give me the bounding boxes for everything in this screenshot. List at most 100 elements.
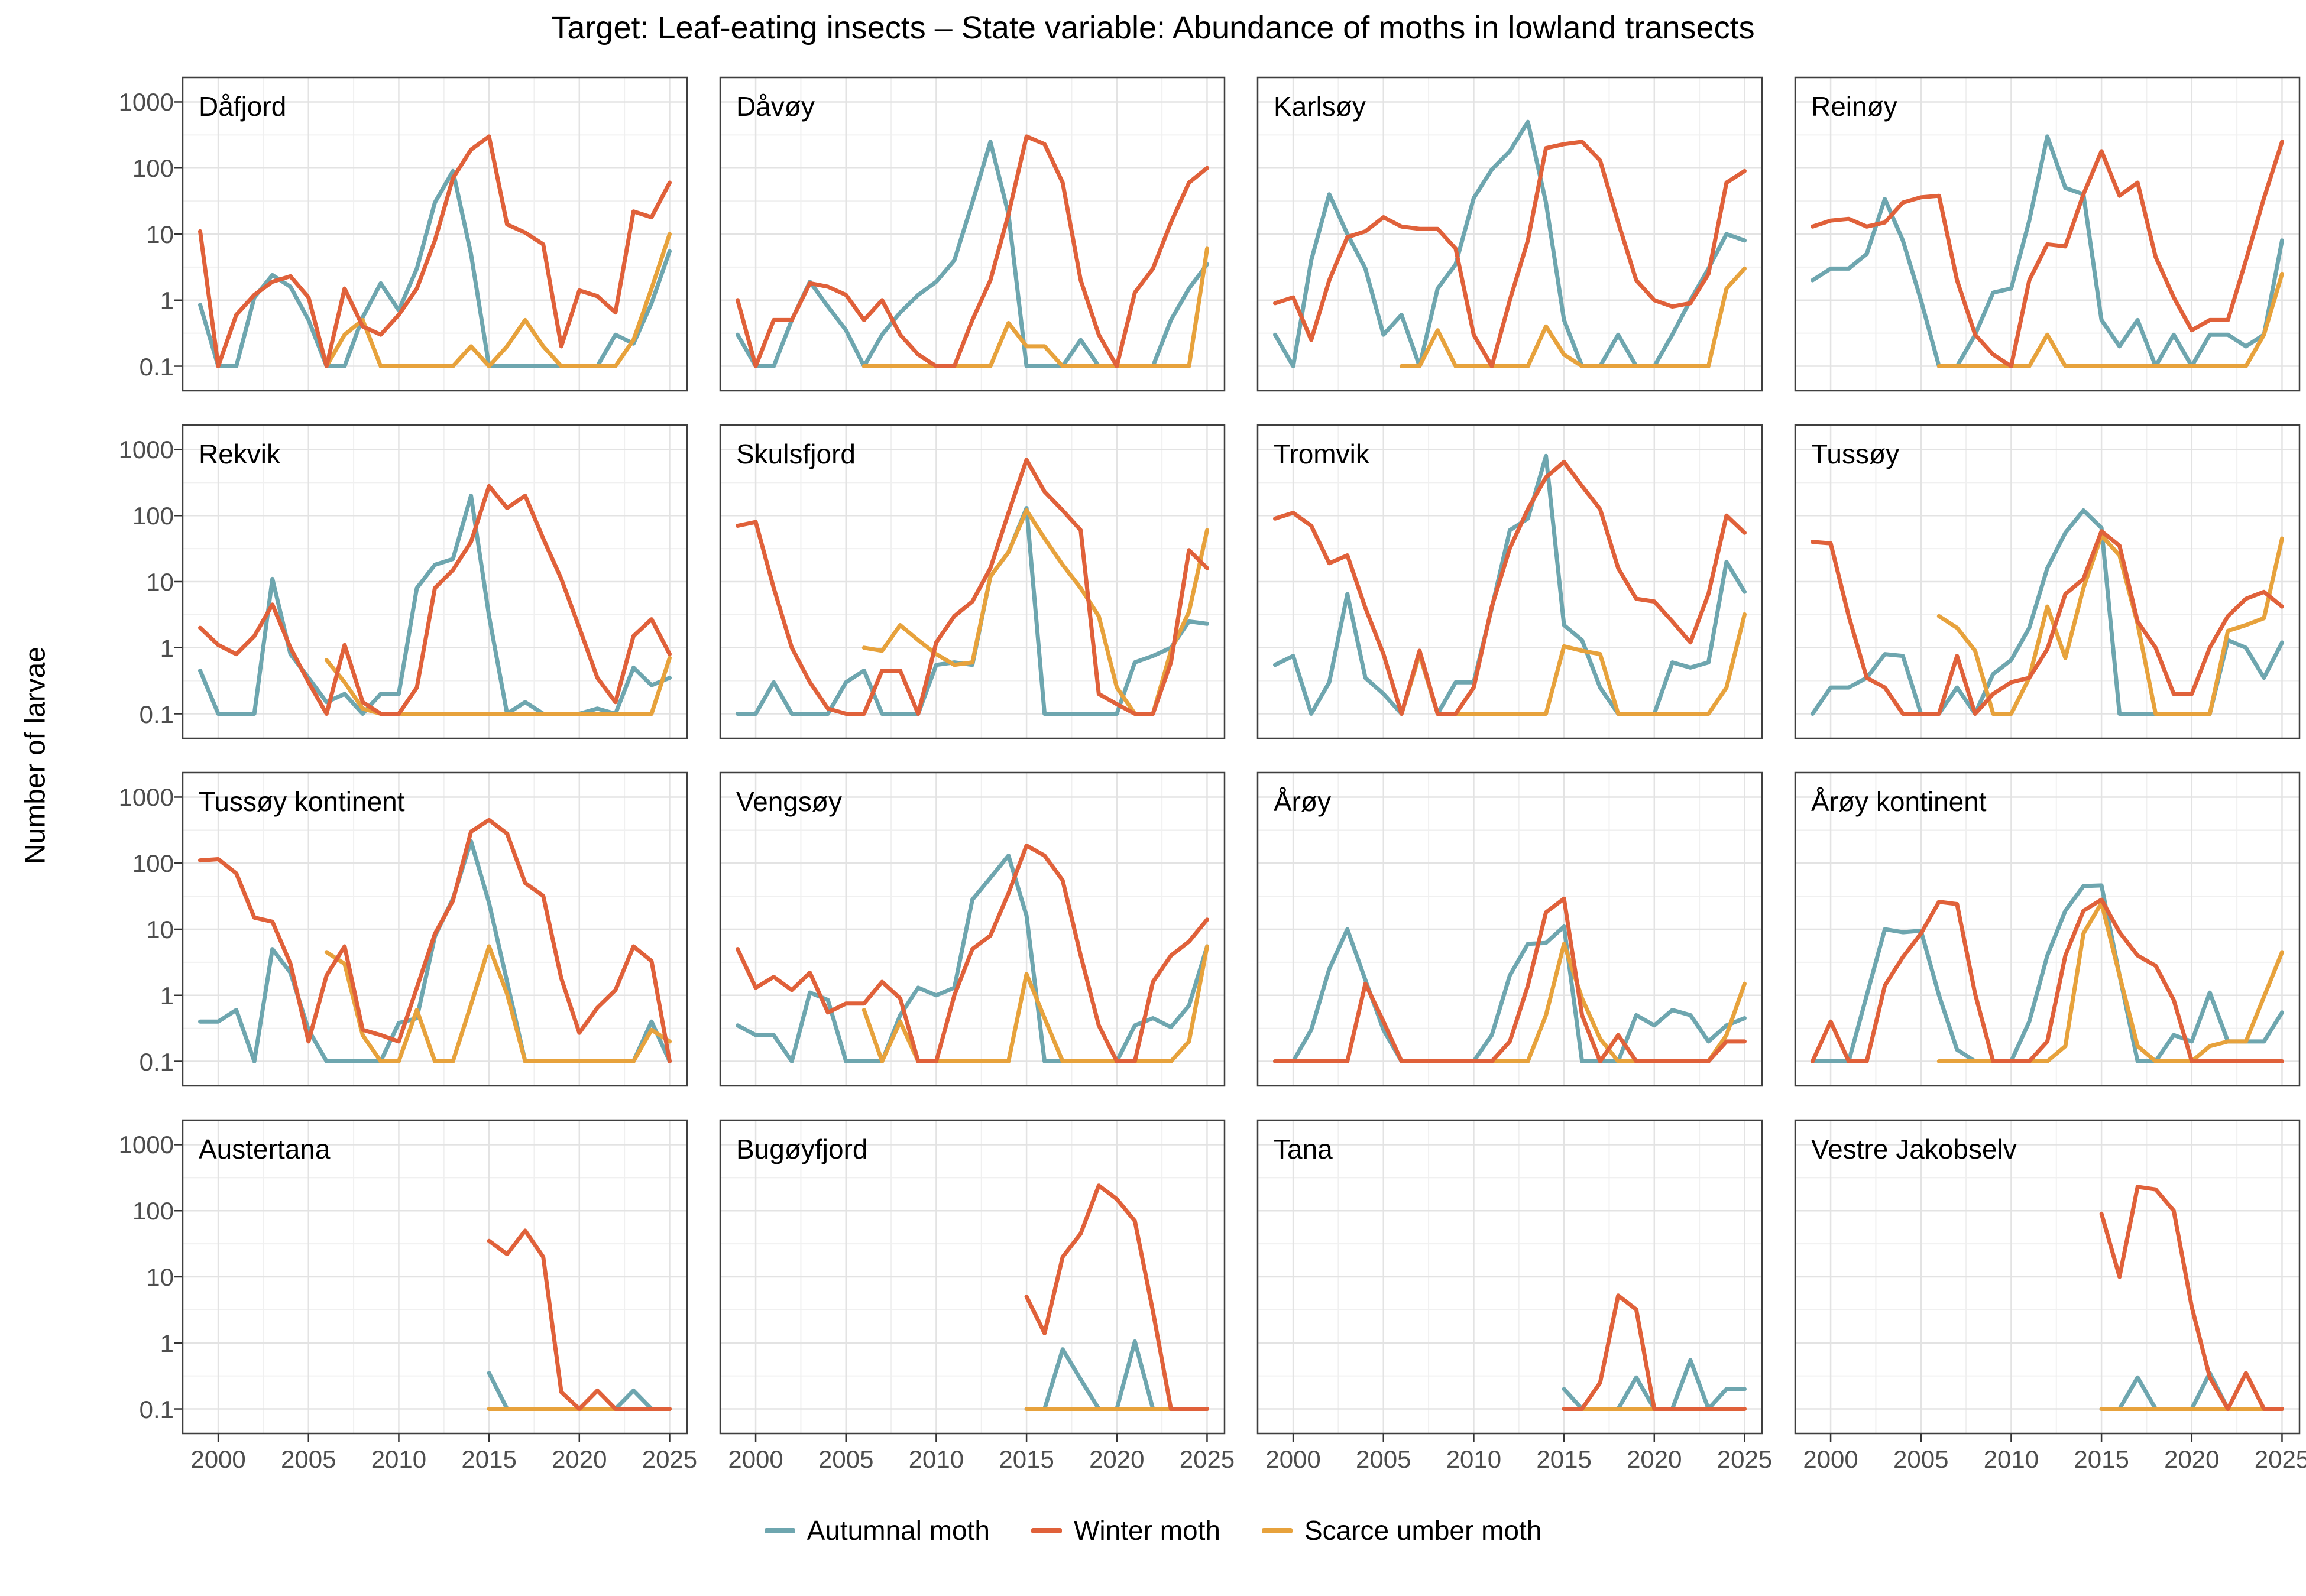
y-axis-tick-label: 100: [132, 849, 174, 878]
x-axis-tick-label: 2000: [728, 1445, 783, 1473]
facet-title: Rekvik: [199, 439, 281, 469]
series-line-autumnal-moth: [198, 168, 672, 368]
series-line-autumnal-moth: [1811, 883, 2284, 1063]
y-axis-tick-label: 10: [146, 220, 174, 248]
series-line-autumnal-moth: [198, 494, 672, 716]
facet-title: Bugøyfjord: [736, 1134, 867, 1164]
series-line-winter-moth: [2099, 1185, 2284, 1411]
facet-title: Tromvik: [1274, 439, 1370, 469]
series-line-autumnal-moth: [736, 854, 1209, 1063]
series-line-scarce-umber-moth: [324, 944, 672, 1063]
series-line-autumnal-moth: [1273, 119, 1747, 368]
series-line-winter-moth: [198, 484, 672, 716]
panel-plot-area: Rekvik: [174, 424, 688, 739]
facet-panel-1: Dåfjord: [174, 76, 688, 392]
x-axis-tick-label: 2010: [1446, 1445, 1502, 1473]
x-axis-tick-label: 2020: [552, 1445, 607, 1473]
y-axis-tick-label: 1: [160, 286, 174, 314]
series-line-winter-moth: [736, 458, 1209, 716]
y-axis-tick-label: 1000: [118, 1131, 174, 1159]
facet-title: Dåvøy: [736, 91, 815, 122]
series-line-scarce-umber-moth: [861, 246, 1209, 368]
series-line-winter-moth: [487, 1228, 672, 1411]
x-axis-tick-label: 2010: [371, 1445, 427, 1473]
panel-plot-area: Dåfjord: [174, 76, 688, 392]
panel-plot-area: Tromvik: [1256, 424, 1763, 739]
facet-panel-6: Skulsfjord: [719, 424, 1226, 739]
series-line-autumnal-moth: [736, 506, 1209, 716]
x-axis-tick-label: 2020: [2164, 1445, 2220, 1473]
facet-panel-9: Tussøy kontinent: [174, 771, 688, 1087]
facet-title: Karlsøy: [1274, 91, 1366, 122]
series-line-scarce-umber-moth: [1936, 271, 2284, 368]
panel-plot-area: Reinøy: [1794, 76, 2301, 392]
panel-plot-area: Skulsfjord: [719, 424, 1226, 739]
x-axis-tick-label: 2015: [2074, 1445, 2129, 1473]
x-axis-tick-label: 2015: [461, 1445, 517, 1473]
legend-item-winter-moth: Winter moth: [1031, 1514, 1220, 1546]
y-axis-tick-label: 10: [146, 568, 174, 596]
legend-item-autumnal-moth: Autumnal moth: [764, 1514, 990, 1546]
panel-plot-area: Austertana: [174, 1119, 688, 1442]
series-line-winter-moth: [1273, 459, 1747, 716]
series-line-winter-moth: [1273, 140, 1747, 368]
legend: Autumnal moth Winter moth Scarce umber m…: [0, 1514, 2306, 1546]
panel-plot-area: Tana: [1256, 1119, 1763, 1442]
x-axis-tick-label: 2025: [2254, 1445, 2306, 1473]
panel-plot-area: Karlsøy: [1256, 76, 1763, 392]
legend-key-winter-moth: [1031, 1527, 1063, 1533]
x-axis-tick-label: 2000: [190, 1445, 246, 1473]
panel-plot-area: Dåvøy: [719, 76, 1226, 392]
facet-title: Tussøy: [1811, 439, 1899, 469]
panel-plot-area: Vestre Jakobselv: [1794, 1119, 2301, 1442]
legend-item-scarce-umber-moth: Scarce umber moth: [1261, 1514, 1542, 1546]
series-line-winter-moth: [736, 843, 1209, 1063]
series-line-winter-moth: [1811, 897, 2284, 1063]
series-line-autumnal-moth: [736, 140, 1209, 368]
series-line-winter-moth: [1273, 896, 1747, 1063]
y-axis-tick-label: 100: [132, 1197, 174, 1225]
facet-panel-5: Rekvik: [174, 424, 688, 739]
y-axis-tick-label: 1000: [118, 88, 174, 116]
series-line-autumnal-moth: [1811, 134, 2284, 368]
series-line-autumnal-moth: [1273, 453, 1747, 716]
facet-panel-4: Reinøy: [1794, 76, 2301, 392]
y-axis-tick-label: 1000: [118, 436, 174, 464]
facet-title: Vengsøy: [736, 786, 842, 817]
series-line-winter-moth: [736, 134, 1209, 368]
y-axis-tick-label: 0.1: [139, 1047, 174, 1076]
series-line-winter-moth: [198, 134, 672, 368]
panel-plot-area: Årøy: [1256, 771, 1763, 1087]
legend-label-winter-moth: Winter moth: [1074, 1515, 1220, 1546]
facet-title: Dåfjord: [199, 91, 286, 122]
series-line-scarce-umber-moth: [1399, 612, 1747, 716]
x-axis-tick-label: 2010: [908, 1445, 964, 1473]
x-axis-tick-label: 2005: [1356, 1445, 1411, 1473]
facet-title: Vestre Jakobselv: [1811, 1134, 2017, 1164]
facet-panel-8: Tussøy: [1794, 424, 2301, 739]
series-line-scarce-umber-moth: [324, 232, 672, 368]
facet-title: Tana: [1274, 1134, 1333, 1164]
facet-panel-16: Vestre Jakobselv: [1794, 1119, 2301, 1442]
x-axis-tick-label: 2000: [1803, 1445, 1858, 1473]
y-axis-tick-label: 0.1: [139, 700, 174, 728]
series-line-autumnal-moth: [1273, 924, 1747, 1063]
panel-plot-area: Tussøy kontinent: [174, 771, 688, 1087]
panel-plot-area: Bugøyfjord: [719, 1119, 1226, 1442]
x-axis-tick-label: 2015: [999, 1445, 1054, 1473]
legend-key-autumnal-moth: [764, 1527, 795, 1533]
series-line-scarce-umber-moth: [1399, 266, 1747, 368]
legend-key-scarce-umber-moth: [1261, 1527, 1293, 1533]
series-line-winter-moth: [1562, 1293, 1747, 1411]
legend-label-scarce-umber-moth: Scarce umber moth: [1304, 1515, 1542, 1546]
y-axis-tick-label: 10: [146, 1263, 174, 1291]
series-line-winter-moth: [1811, 140, 2284, 368]
y-axis-tick-label: 1: [160, 634, 174, 662]
x-axis-tick-label: 2000: [1265, 1445, 1321, 1473]
facet-title: Skulsfjord: [736, 439, 856, 469]
y-axis-tick-label: 0.1: [139, 1395, 174, 1423]
facet-panel-10: Vengsøy: [719, 771, 1226, 1087]
facet-title: Årøy kontinent: [1811, 786, 1987, 817]
